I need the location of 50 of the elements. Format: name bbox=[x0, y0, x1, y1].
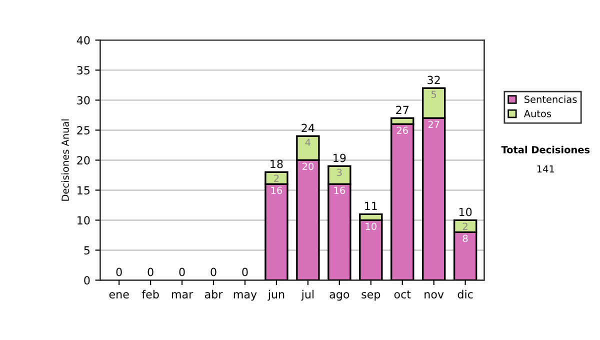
total-label: 19 bbox=[334, 154, 346, 162]
total-label: 0 bbox=[116, 268, 122, 276]
data-label: 8 bbox=[462, 234, 468, 242]
x-tick-label: jul bbox=[301, 290, 314, 301]
y-tick-label: 5 bbox=[84, 246, 90, 255]
total-label: 11 bbox=[365, 202, 377, 210]
x-tick-label: oct bbox=[394, 290, 411, 298]
y-tick-label: 20 bbox=[77, 156, 90, 165]
x-tick-label: sep bbox=[362, 292, 380, 301]
data-label: 2 bbox=[462, 222, 468, 230]
x-tick-label: may bbox=[234, 292, 257, 301]
y-tick-label: 25 bbox=[77, 126, 90, 135]
x-tick-label: feb bbox=[142, 290, 159, 298]
total-label: 0 bbox=[148, 268, 154, 276]
x-tick-label: abr bbox=[204, 290, 223, 298]
x-tick-label: nov bbox=[424, 292, 444, 298]
data-label: 4 bbox=[305, 138, 310, 146]
x-tick-label: ene bbox=[109, 292, 129, 298]
total-label: 10 bbox=[459, 208, 472, 216]
y-tick-label: 0 bbox=[84, 276, 90, 285]
legend-label: Sentencias bbox=[524, 95, 577, 104]
data-label: 27 bbox=[428, 120, 440, 128]
total-label: 0 bbox=[210, 268, 216, 276]
total-label: 32 bbox=[428, 76, 440, 84]
data-label: 5 bbox=[431, 90, 436, 98]
legend-label: Autos bbox=[524, 110, 552, 118]
data-label: 16 bbox=[271, 186, 282, 194]
data-label: 3 bbox=[337, 168, 342, 176]
data-label: 26 bbox=[396, 126, 408, 134]
data-label: 20 bbox=[302, 162, 314, 170]
y-axis-title: Decisiones Anual bbox=[61, 119, 69, 201]
y-tick-label: 30 bbox=[77, 96, 90, 105]
total-label: 24 bbox=[302, 124, 314, 132]
total-label: 18 bbox=[270, 160, 283, 168]
x-tick-label: dic bbox=[458, 290, 473, 298]
total-label: 27 bbox=[396, 106, 408, 114]
x-tick-label: jun bbox=[268, 290, 284, 301]
y-tick-label: 35 bbox=[77, 66, 90, 75]
total-label: 0 bbox=[179, 268, 185, 276]
data-label: 2 bbox=[274, 174, 279, 182]
x-tick-label: ago bbox=[330, 292, 350, 301]
y-tick-label: 15 bbox=[78, 186, 90, 195]
y-tick-label: 40 bbox=[76, 36, 90, 44]
text: 141 bbox=[537, 165, 554, 172]
x-tick-label: mar bbox=[172, 292, 194, 298]
text: Total Decisiones bbox=[501, 146, 590, 154]
data-label: 10 bbox=[366, 222, 376, 230]
y-tick-label: 10 bbox=[78, 216, 90, 225]
total-label: 0 bbox=[242, 268, 248, 276]
data-label: 16 bbox=[334, 186, 345, 194]
